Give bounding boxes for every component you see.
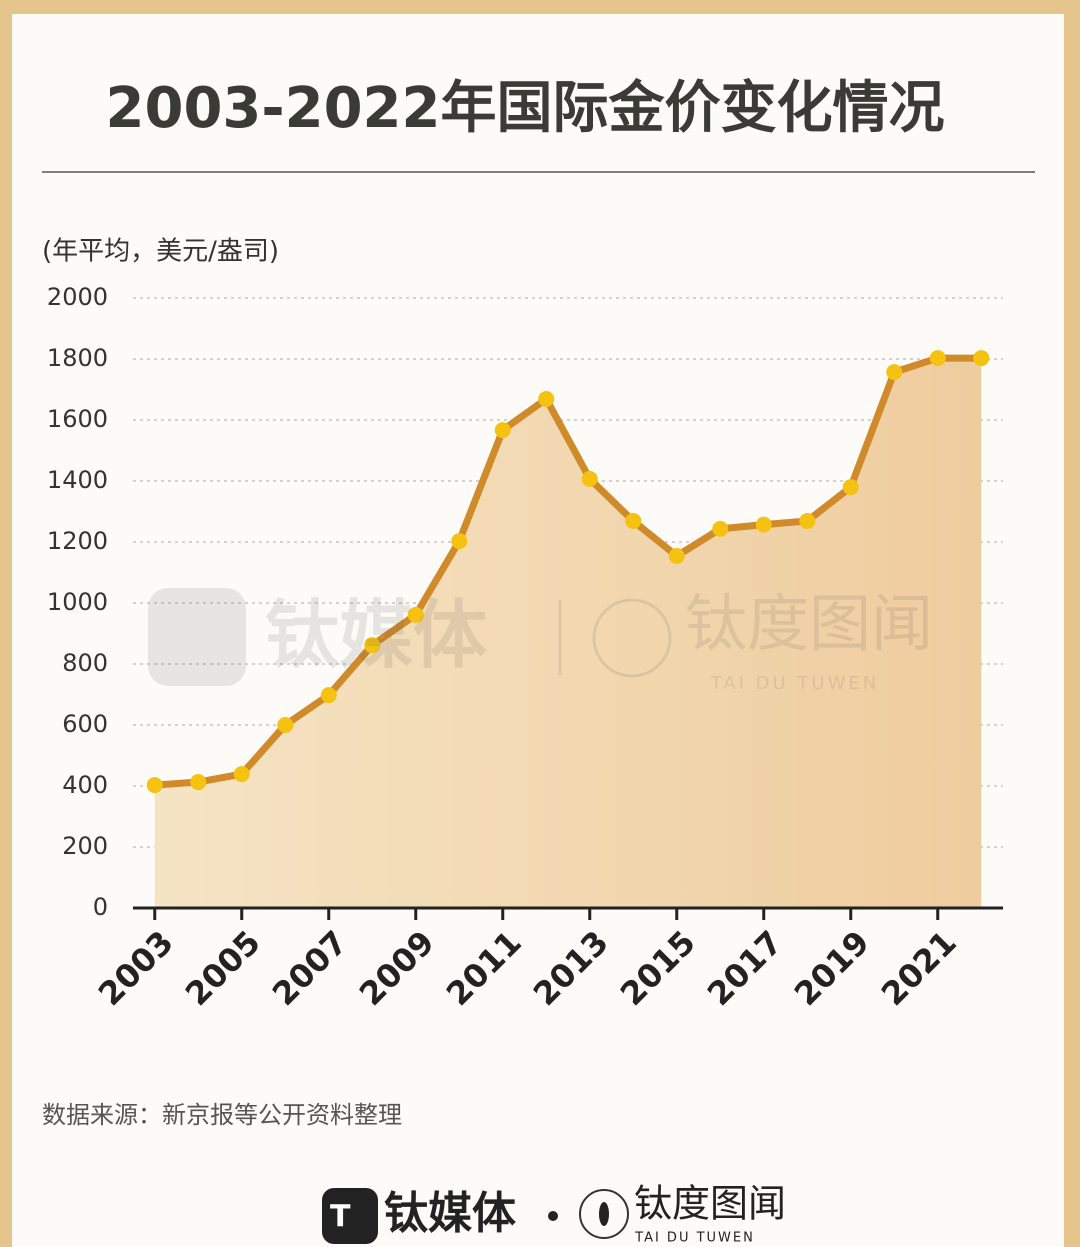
footer-dot — [548, 1211, 558, 1221]
watermark-logo — [148, 588, 246, 686]
footer-eye-pupil — [599, 1202, 609, 1226]
footer-subtext: TAI DU TUWEN — [634, 1231, 755, 1246]
point — [842, 479, 859, 496]
y-tick-label: 0 — [93, 893, 108, 921]
point — [973, 350, 990, 367]
footer-eye — [579, 1189, 629, 1239]
watermark-text: 钛度图闻 — [685, 587, 933, 660]
y-tick-label: 1800 — [47, 344, 108, 372]
footer-brand: 钛媒体 — [384, 1188, 516, 1239]
y-tick-label: 200 — [62, 832, 108, 860]
y-tick-label: 800 — [62, 649, 108, 677]
watermark-eye — [592, 598, 672, 678]
footer-brand: 钛度图闻 — [634, 1182, 786, 1226]
point — [538, 390, 555, 407]
point — [233, 766, 250, 783]
watermark-text: 钛媒体 — [265, 593, 487, 679]
point — [190, 774, 207, 791]
watermark: 钛媒体 钛度图闻 TAI DU TUWEN — [148, 587, 933, 694]
point — [277, 717, 294, 733]
y-tick-label: 1600 — [47, 405, 108, 433]
point — [581, 470, 598, 487]
point — [929, 350, 946, 367]
y-tick-label: 1000 — [47, 588, 108, 616]
line — [154, 354, 982, 789]
footer-logo-mark: T — [330, 1200, 351, 1235]
area — [154, 358, 982, 909]
chart-title: 2003-2022年国际金价变化情况 — [106, 76, 945, 141]
y-tick-label: 1200 — [47, 527, 108, 555]
point — [494, 422, 511, 439]
source-note: 数据来源：新京报等公开资料整理 — [42, 1101, 402, 1129]
point — [364, 637, 381, 654]
point — [886, 364, 903, 381]
y-axis-label: (年平均，美元/盎司) — [42, 237, 279, 267]
point — [755, 516, 772, 533]
point — [712, 520, 729, 537]
point — [668, 548, 685, 565]
point — [451, 533, 468, 550]
y-tick-label: 400 — [62, 771, 108, 799]
point — [407, 606, 424, 623]
watermark-subtext: TAI DU TUWEN — [710, 673, 880, 694]
point — [799, 512, 816, 529]
y-tick-label: 1400 — [47, 466, 108, 494]
point — [625, 512, 642, 529]
point — [146, 777, 163, 794]
y-tick-label: 2000 — [47, 283, 108, 311]
y-tick-label: 600 — [62, 710, 108, 738]
point — [320, 687, 337, 704]
footer-logo — [322, 1188, 378, 1244]
